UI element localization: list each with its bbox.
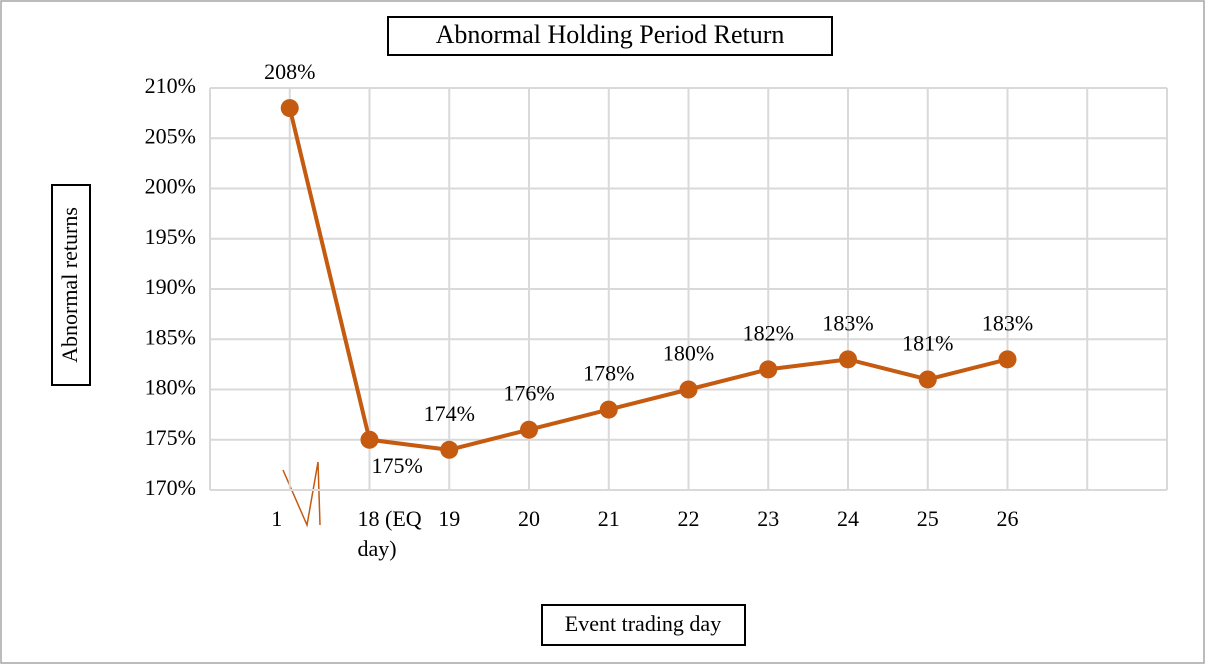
x-tick-label: 23 (757, 506, 780, 531)
data-label: 208% (264, 59, 315, 84)
x-label-box (541, 604, 746, 646)
y-tick-label: 200% (145, 174, 196, 199)
data-point (998, 350, 1017, 369)
data-point (520, 420, 538, 439)
data-label: 178% (583, 361, 634, 386)
x-tick-label: 25 (916, 506, 939, 531)
data-point (599, 400, 618, 419)
title-box (387, 16, 833, 56)
axis-break (282, 461, 321, 528)
y-tick-label: 170% (145, 475, 196, 500)
data-point (280, 99, 299, 118)
data-point (918, 370, 937, 389)
data-label: 183% (982, 310, 1033, 335)
data-label: 174% (424, 401, 475, 426)
y-tick-label: 190% (145, 274, 196, 299)
data-label: 182% (743, 320, 794, 345)
y-tick-label: 205% (145, 123, 196, 148)
data-label: 183% (822, 310, 873, 335)
x-tick-label: 22 (677, 506, 700, 531)
y-label-box (51, 184, 91, 386)
x-axis-label: Event trading day (565, 611, 721, 636)
data-label: 176% (503, 381, 554, 406)
data-label: 175% (372, 453, 423, 478)
y-tick-label: 195% (145, 224, 196, 249)
y-tick-label: 210% (145, 73, 196, 98)
y-axis-label: Abnormal returns (57, 207, 82, 363)
y-tick-label: 175% (145, 425, 196, 450)
y-tick-label: 185% (145, 324, 196, 349)
chart-title: Abnormal Holding Period Return (436, 20, 785, 49)
x-tick-label: 26 (996, 506, 1019, 531)
x-tick-label: 1 (271, 506, 283, 531)
data-label: 181% (902, 330, 953, 355)
data-point (440, 440, 459, 459)
y-tick-label: 180% (145, 375, 196, 400)
data-point (839, 350, 857, 369)
x-tick-label: 19 (438, 506, 461, 531)
x-tick-label: 20 (518, 506, 540, 531)
x-tick-label: 21 (597, 506, 620, 531)
x-tick-label: 18 (EQ day) (357, 506, 422, 561)
data-point (759, 360, 778, 379)
data-point (360, 430, 379, 449)
data-label: 180% (663, 341, 714, 366)
series-line (287, 107, 1008, 452)
x-tick-label: 24 (837, 506, 859, 531)
data-point (679, 380, 698, 399)
